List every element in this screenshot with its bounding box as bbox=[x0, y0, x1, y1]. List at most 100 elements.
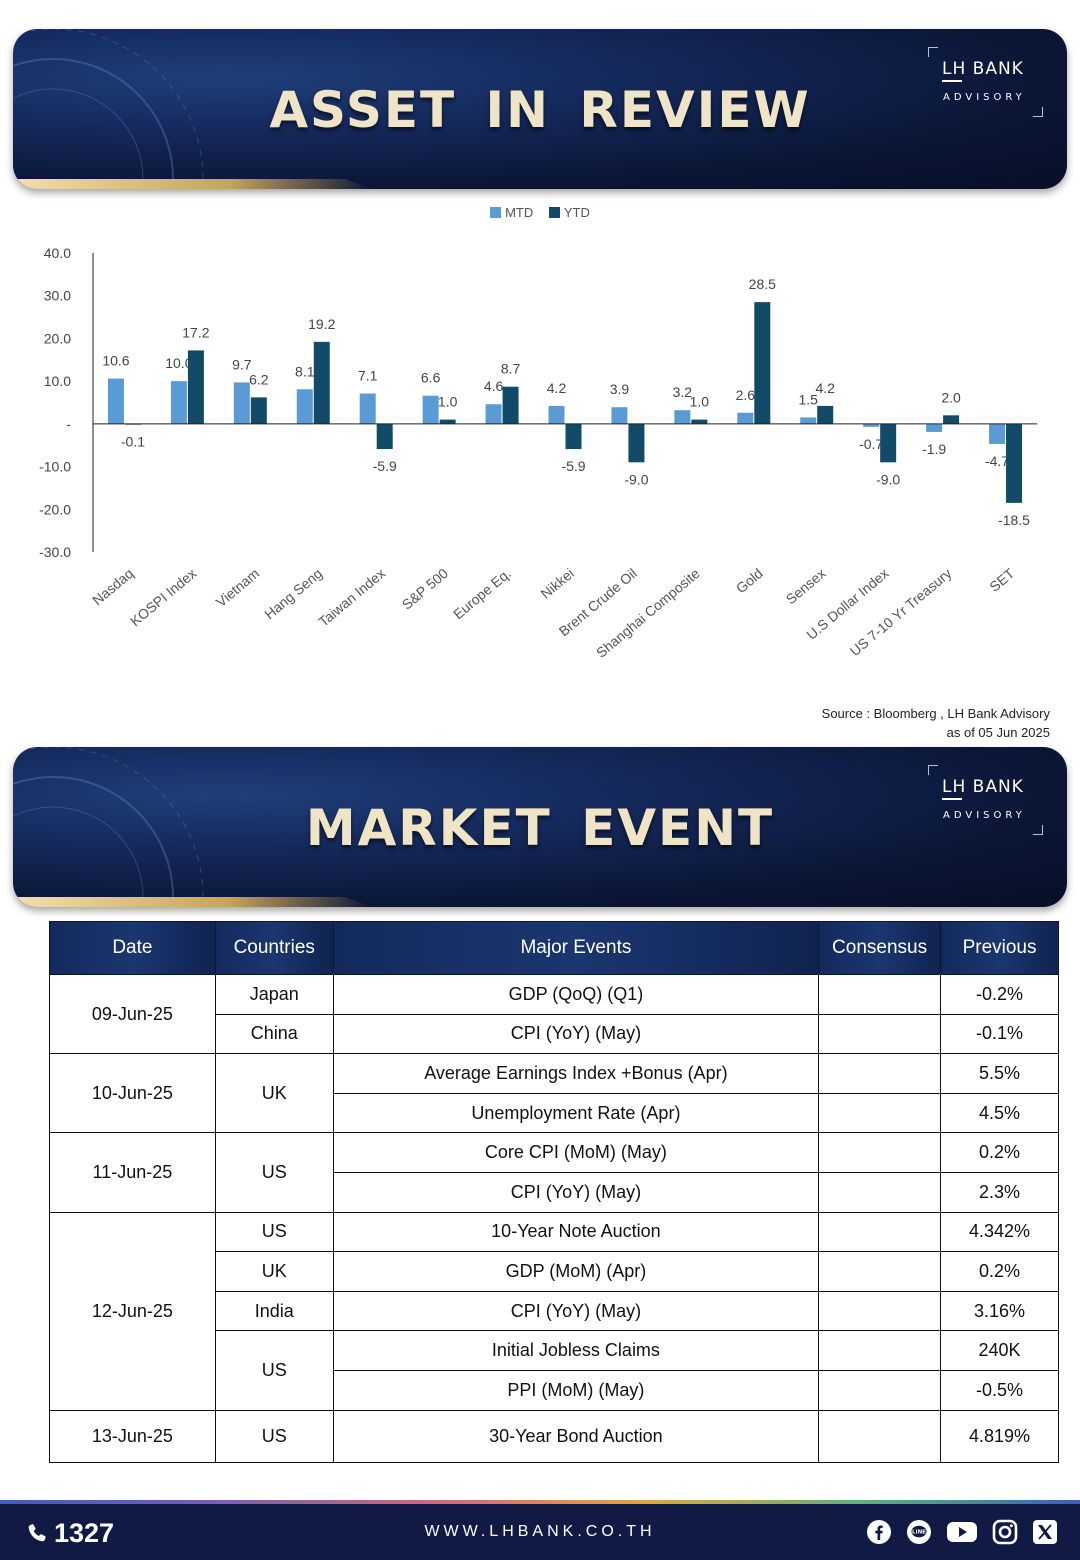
x-category-label: S&P 500 bbox=[399, 565, 452, 613]
source-note: Source : Bloomberg , LH Bank Advisory as… bbox=[822, 704, 1050, 742]
legend-item-ytd: YTD bbox=[548, 205, 590, 220]
data-label: 17.2 bbox=[182, 324, 209, 340]
table-row: UK GDP (MoM) (Apr) 0.2% bbox=[50, 1251, 1059, 1292]
bar-mtd bbox=[989, 423, 1006, 444]
bar-ytd bbox=[817, 405, 834, 424]
event-cell: CPI (YoY) (May) bbox=[332, 1290, 820, 1332]
event-cell: Average Earnings Index +Bonus (Apr) bbox=[332, 1053, 820, 1094]
previous-cell: 3.16% bbox=[940, 1290, 1059, 1332]
source-date: as of 05 Jun 2025 bbox=[946, 725, 1050, 740]
x-category-label: Vietnam bbox=[213, 565, 262, 610]
bar-ytd bbox=[313, 341, 330, 424]
bar-mtd bbox=[422, 395, 439, 424]
website-link[interactable]: WWW.LHBANK.CO.TH bbox=[424, 1523, 656, 1540]
table-row: India CPI (YoY) (May) 3.16% bbox=[50, 1290, 1059, 1332]
data-label: 10.0 bbox=[165, 355, 192, 371]
data-label: 8.7 bbox=[501, 361, 521, 377]
date-cell: 09-Jun-25 bbox=[49, 973, 216, 1055]
bar-ytd bbox=[439, 419, 456, 424]
table-row: 11-Jun-25 US Core CPI (MoM) (May) 0.2% bbox=[49, 1132, 1059, 1213]
y-tick-label: 10.0 bbox=[44, 373, 71, 389]
bar-ytd bbox=[754, 302, 771, 424]
phone-number[interactable]: 1327 bbox=[26, 1518, 114, 1549]
source-line: Source : Bloomberg , LH Bank Advisory bbox=[821, 706, 1050, 721]
previous-cell: 240K bbox=[940, 1330, 1059, 1371]
market-events-table: Date Countries Major Events Consensus Pr… bbox=[49, 921, 1059, 1463]
logo-text: LH BANK bbox=[942, 59, 1024, 79]
x-category-label: SET bbox=[986, 565, 1017, 595]
gold-accent-line bbox=[13, 179, 373, 189]
x-icon[interactable] bbox=[1032, 1519, 1058, 1545]
page-title: ASSET IN REVIEW bbox=[269, 81, 811, 139]
bar-mtd bbox=[107, 378, 124, 424]
table-row: 09-Jun-25 Japan GDP (QoQ) (Q1) -0.2% bbox=[49, 973, 1059, 1055]
table-row: CPI (YoY) (May) 2.3% bbox=[50, 1171, 1059, 1213]
country-cell: UK bbox=[214, 1053, 334, 1134]
previous-cell: 0.2% bbox=[940, 1132, 1059, 1173]
data-label: -9.0 bbox=[624, 471, 648, 487]
previous-cell: 5.5% bbox=[940, 1053, 1059, 1094]
consensus-cell bbox=[818, 1290, 942, 1332]
phone-text: 1327 bbox=[54, 1518, 115, 1548]
data-label: 3.9 bbox=[610, 381, 630, 397]
logo-corner bbox=[1033, 825, 1043, 835]
bar-mtd bbox=[926, 423, 943, 432]
bar-mtd bbox=[296, 389, 313, 424]
youtube-icon[interactable] bbox=[946, 1519, 978, 1545]
bar-ytd bbox=[691, 419, 708, 424]
bar-mtd bbox=[800, 417, 817, 424]
date-cell: 11-Jun-25 bbox=[49, 1132, 216, 1213]
data-label: -9.0 bbox=[876, 471, 900, 487]
previous-cell: 4.5% bbox=[940, 1092, 1059, 1134]
instagram-icon[interactable] bbox=[992, 1519, 1018, 1545]
data-label: -5.9 bbox=[373, 458, 397, 474]
bar-ytd bbox=[565, 423, 582, 450]
consensus-cell bbox=[818, 1211, 942, 1253]
lh-bank-logo: LH BANK ADVISORY bbox=[928, 765, 1043, 835]
y-tick-label: -10.0 bbox=[39, 459, 71, 475]
previous-cell: 4.342% bbox=[940, 1211, 1059, 1253]
line-icon[interactable]: LINE bbox=[906, 1519, 932, 1545]
previous-cell: -0.1% bbox=[940, 1013, 1059, 1055]
table-row: PPI (MoM) (May) -0.5% bbox=[50, 1369, 1059, 1411]
country-cell: US bbox=[214, 1132, 334, 1213]
bar-ytd bbox=[187, 350, 204, 424]
consensus-cell bbox=[818, 1409, 942, 1463]
event-cell: PPI (MoM) (May) bbox=[332, 1369, 820, 1411]
facebook-icon[interactable] bbox=[866, 1519, 892, 1545]
data-label: -18.5 bbox=[998, 512, 1030, 528]
bar-mtd bbox=[233, 382, 250, 424]
bar-mtd bbox=[170, 381, 187, 424]
country-cell: Japan bbox=[214, 974, 334, 1015]
data-label: 4.6 bbox=[484, 378, 504, 394]
data-label: 4.2 bbox=[547, 380, 567, 396]
table-row: 12-Jun-25 US 10-Year Note Auction 4.342% bbox=[49, 1211, 1059, 1411]
table-header-row: Date Countries Major Events Consensus Pr… bbox=[49, 921, 1059, 975]
date-cell: 13-Jun-25 bbox=[49, 1409, 216, 1463]
country-cell: UK bbox=[214, 1251, 334, 1292]
country-cell: US bbox=[214, 1409, 334, 1463]
event-cell: 10-Year Note Auction bbox=[332, 1211, 820, 1253]
date-cell: 12-Jun-25 bbox=[49, 1211, 216, 1411]
x-category-label: Hang Seng bbox=[261, 565, 325, 622]
x-category-label: Nikkei bbox=[537, 565, 576, 602]
previous-cell: 0.2% bbox=[940, 1251, 1059, 1292]
y-tick-label: 30.0 bbox=[44, 288, 71, 304]
previous-cell: 4.819% bbox=[940, 1409, 1059, 1463]
logo-subtext: ADVISORY bbox=[943, 810, 1026, 821]
y-tick-label: -20.0 bbox=[39, 501, 71, 517]
header-previous: Previous bbox=[940, 921, 1059, 975]
logo-underline bbox=[942, 80, 962, 82]
bar-mtd bbox=[548, 405, 565, 424]
legend-item-mtd: MTD bbox=[490, 205, 533, 220]
chart-legend: MTD YTD bbox=[0, 205, 1080, 220]
phone-icon bbox=[28, 1524, 46, 1542]
date-cell: 10-Jun-25 bbox=[49, 1053, 216, 1134]
x-category-label: Shanghai Composite bbox=[593, 565, 703, 661]
event-cell: Unemployment Rate (Apr) bbox=[332, 1092, 820, 1134]
data-label: 28.5 bbox=[749, 276, 776, 292]
logo-underline bbox=[942, 798, 962, 800]
asset-performance-chart: 40.0 30.0 20.0 10.0 - -10.0 -20.0 -30.0 10.6 -0.1… bbox=[39, 245, 1037, 661]
gold-accent-line bbox=[13, 897, 373, 907]
x-category-label: Taiwan Index bbox=[315, 565, 388, 630]
